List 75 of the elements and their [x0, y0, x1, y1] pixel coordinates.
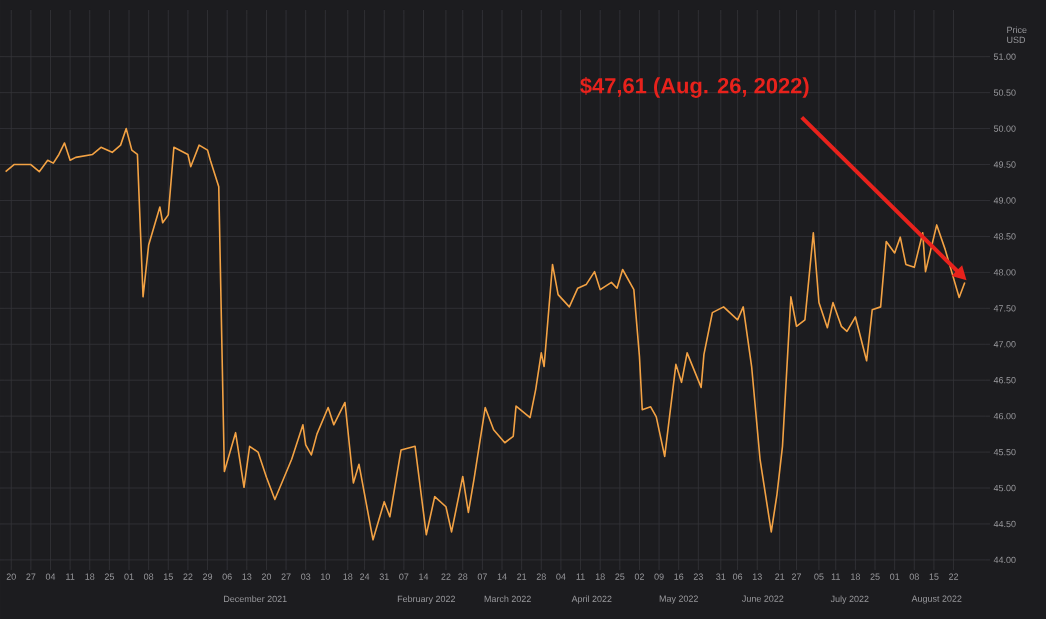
x-tick-label: 28 — [458, 573, 468, 580]
x-tick-label: 06 — [732, 573, 743, 580]
x-tick-label: 28 — [536, 573, 546, 580]
x2-tick-label: April 2022 — [571, 595, 612, 604]
x-tick-label: 27 — [26, 573, 36, 580]
x2-tick-label: February 2022 — [397, 595, 455, 604]
y-tick-label: 49.50 — [993, 161, 1016, 168]
x2-tick-label: August 2022 — [911, 595, 962, 604]
x-tick-label: 13 — [752, 573, 762, 580]
x-tick-label: 04 — [556, 573, 566, 580]
x2-tick-label: March 2022 — [484, 595, 531, 603]
x-tick-label: 25 — [870, 573, 880, 580]
x2-tick-label: May 2022 — [659, 595, 698, 604]
x-tick-label: 21 — [517, 573, 527, 580]
x-tick-label: 27 — [791, 573, 802, 580]
x-tick-label: 02 — [634, 573, 644, 580]
x-tick-label: 05 — [814, 573, 824, 580]
x-tick-label: 25 — [104, 573, 114, 580]
x-tick-label: 08 — [144, 573, 154, 580]
x-tick-label: 03 — [301, 573, 311, 580]
x-tick-label: 14 — [497, 573, 507, 580]
x-tick-label: 18 — [595, 573, 605, 580]
y-tick-label: 49.00 — [993, 197, 1016, 204]
x-tick-label: 07 — [477, 573, 487, 580]
line-series — [4, 127, 966, 541]
x-tick-label: 31 — [379, 573, 389, 580]
x2-tick-label: June 2022 — [742, 595, 784, 602]
y-tick-label: 51.00 — [993, 53, 1016, 60]
y-tick-label: 47.50 — [993, 305, 1016, 312]
x-tick-label: 11 — [831, 573, 840, 580]
x-tick-label: 04 — [45, 573, 56, 580]
x-tick-label: 01 — [124, 573, 134, 580]
y-tick-label: 44.50 — [993, 520, 1016, 528]
x-tick-label: 18 — [851, 573, 860, 580]
y-tick-label: 45.50 — [993, 448, 1016, 456]
x-tick-label: 23 — [693, 573, 703, 580]
x-tick-label: 31 — [716, 573, 726, 580]
y-tick-label: 47.00 — [993, 341, 1016, 348]
x2-tick-label: December 2021 — [224, 595, 287, 603]
x-tick-label: 27 — [281, 573, 291, 580]
x-tick-label: 10 — [321, 573, 330, 580]
x-tick-label: 08 — [909, 573, 919, 580]
x-tick-label: 01 — [890, 573, 900, 580]
y-tick-label: 50.00 — [993, 125, 1016, 132]
x-tick-label: 22 — [949, 573, 959, 580]
x-tick-label: 15 — [163, 573, 173, 580]
x2-tick-label: July 2022 — [830, 595, 869, 604]
x-tick-label: 13 — [242, 573, 252, 580]
y-tick-label: 46.00 — [993, 412, 1016, 420]
x-tick-label: 18 — [343, 573, 353, 580]
x-tick-label: 06 — [222, 573, 232, 580]
y-tick-label: 50.50 — [993, 89, 1016, 96]
x-tick-label: 14 — [419, 573, 429, 580]
y-tick-label: 44.00 — [993, 556, 1016, 564]
x-tick-label: 25 — [615, 573, 625, 580]
annotation: $47,61 (Aug. 26, 2022) — [580, 76, 809, 98]
x-tick-label: 18 — [85, 573, 95, 580]
x-tick-label: 11 — [576, 573, 585, 580]
y-tick-label: 45.00 — [993, 484, 1016, 492]
y-tick-label: 48.50 — [993, 233, 1016, 240]
x-tick-label: 16 — [674, 573, 684, 580]
x-tick-label: 22 — [183, 573, 193, 580]
x-tick-label: 29 — [203, 573, 213, 580]
x-tick-label: 24 — [360, 573, 370, 580]
x-tick-label: 15 — [929, 573, 939, 580]
x-tick-label: 11 — [66, 573, 75, 580]
y-tick-label: 46.50 — [993, 377, 1016, 384]
x-tick-label: 22 — [441, 573, 451, 580]
x-tick-label: 07 — [399, 573, 409, 580]
x-tick-label: 09 — [654, 573, 664, 580]
x-tick-label: 20 — [6, 573, 16, 580]
y-axis-title: Price USD — [1007, 26, 1027, 44]
x-tick-label: 20 — [261, 573, 272, 580]
y-tick-label: 48.00 — [993, 269, 1016, 276]
x-tick-label: 21 — [775, 573, 785, 580]
